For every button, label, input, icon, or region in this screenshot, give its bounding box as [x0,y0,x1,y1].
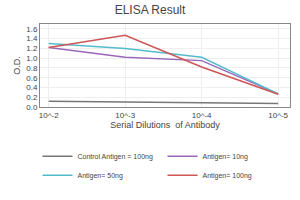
svg-text:0.2: 0.2 [26,93,38,102]
svg-text:0.0: 0.0 [26,103,38,112]
svg-text:0.8: 0.8 [26,64,38,73]
svg-text:10^-2: 10^-2 [39,111,59,120]
svg-text:Antigen= 50ng: Antigen= 50ng [78,172,123,180]
svg-text:10^-4: 10^-4 [192,111,212,120]
svg-text:Antigen= 10ng: Antigen= 10ng [203,153,248,161]
svg-text:1.2: 1.2 [26,44,38,53]
svg-text:10^-5: 10^-5 [268,111,288,120]
svg-text:0.4: 0.4 [26,83,38,92]
svg-text:10^-3: 10^-3 [115,111,135,120]
svg-text:Serial Dilutions of Antibody: Serial Dilutions of Antibody [110,120,220,130]
svg-text:1.6: 1.6 [26,25,38,34]
svg-text:1.4: 1.4 [26,34,38,43]
svg-text:Antigen= 100ng: Antigen= 100ng [203,172,252,180]
svg-text:Control Antigen = 100ng: Control Antigen = 100ng [78,153,153,161]
svg-text:O.D.: O.D. [12,56,22,75]
svg-text:1.0: 1.0 [26,54,38,63]
svg-text:0.6: 0.6 [26,74,38,83]
svg-text:ELISA Result: ELISA Result [115,3,186,17]
